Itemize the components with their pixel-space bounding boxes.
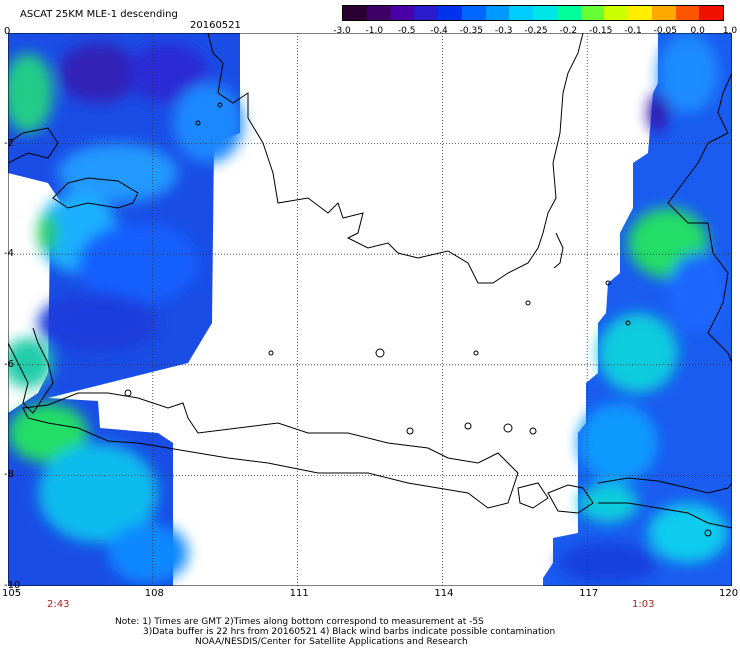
color-scale-label: -3.0 [333,26,351,36]
color-scale-label: -0.4 [430,26,448,36]
color-scale-segment [390,6,415,20]
latitude-tick-label: -8 [4,469,14,481]
color-scale-label: -0.15 [589,26,613,36]
latitude-tick-label: -10 [4,580,21,591]
color-scale-segment [485,6,510,20]
color-scale-label: 1.0 [722,26,738,36]
note-line-1: Note: 1) Times are GMT 2)Times along bot… [115,617,484,627]
latitude-tick-label: -2 [4,137,14,149]
color-scale-label: -0.3 [494,26,513,36]
note-line-2: 3)Data buffer is 22 hrs from 20160521 4)… [143,627,556,637]
color-scale-segment [438,6,462,20]
satellite-swaths [8,33,732,586]
map-title: ASCAT 25KM MLE-1 descending [20,9,178,20]
color-scale-segment [343,6,367,20]
longitude-tick-label: 108 [144,588,164,599]
color-scale-segment [675,6,700,20]
color-scale-segment [461,6,486,20]
small-islands [124,102,712,537]
map-date: 20160521 [190,20,241,31]
latitude-tick-label: -6 [4,358,14,370]
lat-lon-grid [8,33,732,586]
longitude-tick-label: 114 [434,588,454,599]
longitude-tick-label: 105 [2,588,22,599]
color-scale-segment [556,6,581,20]
longitude-tick-label: 120 [719,588,739,599]
color-scale-segment [414,6,438,20]
footnotes: Note: 1) Times are GMT 2)Times along bot… [115,617,555,647]
color-scale-label: -0.2 [559,26,578,36]
color-scale-label: -0.1 [624,26,642,36]
longitude-tick-label: 111 [289,588,309,599]
color-scale-labels: -3.0 -1.0 -0.5 -0.4 -0.35 -0.3 -0.25 -0.2 -0.15 -… [330,26,737,38]
color-scale-label: -0.25 [524,26,548,36]
latitude-tick-label: 0 [4,26,11,37]
color-scale-segment [628,6,652,20]
color-scale-segment [699,6,723,20]
latitude-tick-label: -4 [4,248,14,260]
color-scale-label: -0.35 [459,26,483,36]
note-line-3: NOAA/NESDIS/Center for Satellite Applica… [195,637,468,647]
color-scale-segment [366,6,391,20]
color-scale-label: -0.05 [653,26,677,36]
color-scale-segment [509,6,533,20]
swath-map [8,33,732,586]
longitude-tick-label: 117 [579,588,599,599]
color-scale-label: -0.5 [397,26,416,36]
right-swath-time: 1:03 [632,599,655,610]
color-scale-segment [604,6,628,20]
color-scale-segment [651,6,676,20]
color-scale-label: -1.0 [365,26,384,36]
color-scale-segment [580,6,605,20]
coastlines [8,33,732,537]
color-scale-bar [342,5,724,21]
color-scale-segment [533,6,557,20]
color-scale-label: 0.0 [690,26,705,36]
left-swath-time: 2:43 [47,599,70,610]
